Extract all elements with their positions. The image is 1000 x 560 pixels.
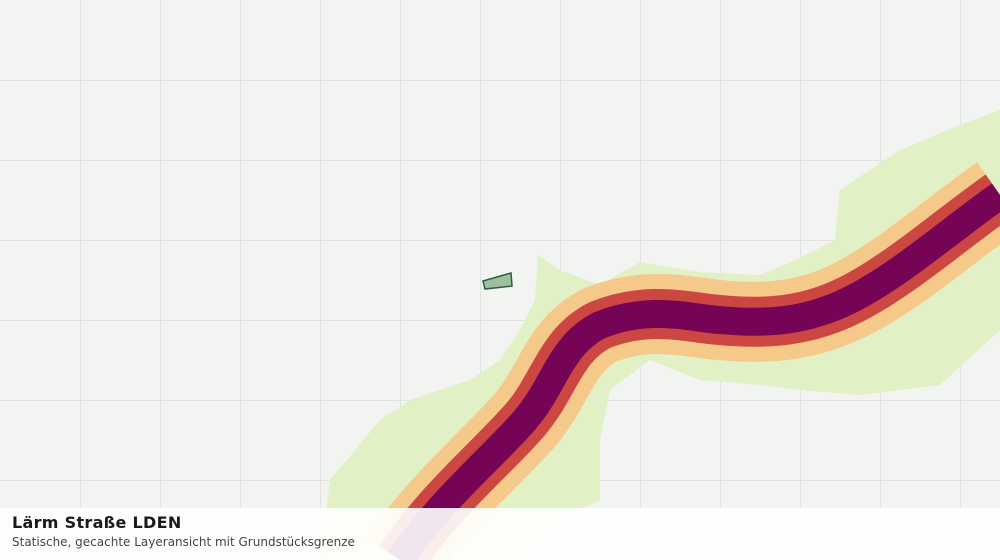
- parcel-boundary[interactable]: [482, 272, 513, 290]
- layer-subtitle: Statische, gecachte Layeransicht mit Gru…: [12, 535, 355, 549]
- noise-zone-very-high: [388, 183, 1000, 560]
- map-caption: Lärm Straße LDEN Statische, gecachte Lay…: [0, 508, 1000, 560]
- layer-title: Lärm Straße LDEN: [12, 513, 182, 532]
- noise-layer: [320, 110, 1000, 560]
